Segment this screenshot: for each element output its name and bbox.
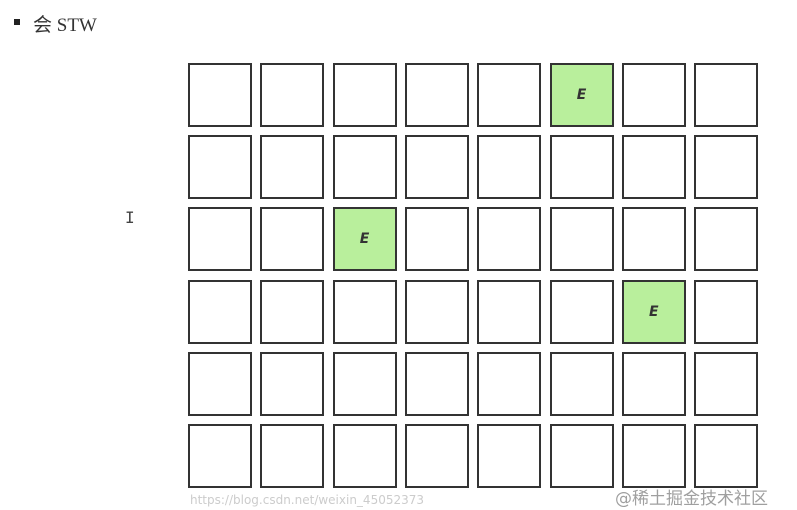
eden-region-cell: E: [549, 63, 614, 127]
region-cell: [260, 424, 325, 488]
text-cursor-icon: I: [125, 208, 135, 227]
region-cell: [621, 351, 686, 416]
eden-region-cell: E: [332, 207, 397, 272]
heading: 会 STW: [33, 15, 97, 36]
region-cell: [188, 424, 252, 488]
region-cell: [549, 135, 614, 200]
region-cell: [694, 279, 759, 344]
region-cell: [477, 63, 542, 127]
region-cell: [694, 424, 759, 488]
region-cell: [694, 207, 759, 272]
region-cell: [332, 351, 397, 416]
region-cell: [477, 207, 542, 272]
region-cell: [621, 424, 686, 488]
region-cell: [332, 135, 397, 200]
region-cell: [332, 424, 397, 488]
bullet-icon: [14, 19, 20, 25]
region-cell: [188, 351, 252, 416]
watermark-url: https://blog.csdn.net/weixin_45052373: [190, 493, 425, 507]
region-cell: [549, 424, 614, 488]
region-cell: [694, 135, 759, 200]
region-cell: [404, 279, 469, 344]
region-cell: [188, 135, 252, 200]
region-cell: [260, 135, 325, 200]
region-cell: [332, 63, 397, 127]
watermark: @稀土掘金技术社区: [615, 489, 768, 509]
region-cell: [332, 279, 397, 344]
region-cell: [188, 63, 252, 127]
region-cell: [260, 279, 325, 344]
region-cell: [477, 424, 542, 488]
region-cell: [404, 63, 469, 127]
region-cell: [260, 351, 325, 416]
region-cell: [477, 279, 542, 344]
region-cell: [404, 424, 469, 488]
region-cell: [694, 63, 759, 127]
region-cell: [260, 63, 325, 127]
region-cell: [549, 351, 614, 416]
region-cell: [188, 207, 252, 272]
region-cell: [549, 207, 614, 272]
region-cell: [404, 207, 469, 272]
region-cell: [477, 351, 542, 416]
region-cell: [621, 207, 686, 272]
region-cell: [694, 351, 759, 416]
region-cell: [549, 279, 614, 344]
region-cell: [404, 351, 469, 416]
region-cell: [621, 135, 686, 200]
eden-region-cell: E: [621, 279, 686, 344]
region-cell: [260, 207, 325, 272]
region-cell: [188, 279, 252, 344]
region-cell: [477, 135, 542, 200]
region-cell: [404, 135, 469, 200]
region-cell: [621, 63, 686, 127]
